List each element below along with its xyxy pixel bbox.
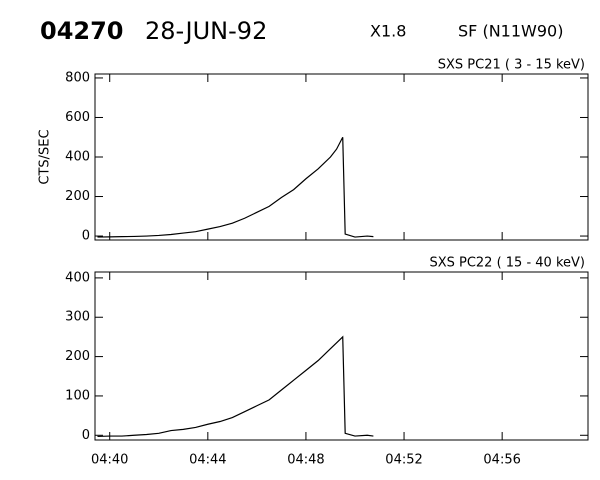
data-line [97, 335, 374, 438]
panel-label: SXS PC22 ( 15 - 40 keV) [429, 256, 585, 271]
y-tick-label: 100 [65, 388, 90, 403]
y-tick-label: 800 [65, 70, 90, 85]
x-tick-label: 04:52 [385, 453, 422, 468]
y-tick-label: 200 [65, 189, 90, 204]
y-tick-label: 0 [82, 428, 90, 443]
panel-label: SXS PC21 ( 3 - 15 keV) [438, 58, 585, 73]
data-line [97, 136, 374, 238]
x-tick-label: 04:56 [483, 453, 520, 468]
y-tick-label: 400 [65, 270, 90, 285]
event-id: 04270 [40, 17, 124, 45]
y-tick-label: 300 [65, 310, 90, 325]
plot-frame [94, 73, 589, 241]
y-tick-label: 600 [65, 110, 90, 125]
x-tick-label: 04:44 [189, 453, 226, 468]
flare-location: SF (N11W90) [458, 22, 563, 41]
y-axis-label: CTS/SEC [38, 129, 53, 184]
x-tick-label: 04:48 [287, 453, 324, 468]
plot-frame [94, 271, 589, 441]
y-tick-label: 0 [82, 229, 90, 244]
x-tick-label: 04:40 [91, 453, 128, 468]
event-date: 28-JUN-92 [145, 17, 267, 45]
y-tick-label: 400 [65, 150, 90, 165]
y-tick-label: 200 [65, 349, 90, 364]
flare-class: X1.8 [370, 22, 406, 41]
